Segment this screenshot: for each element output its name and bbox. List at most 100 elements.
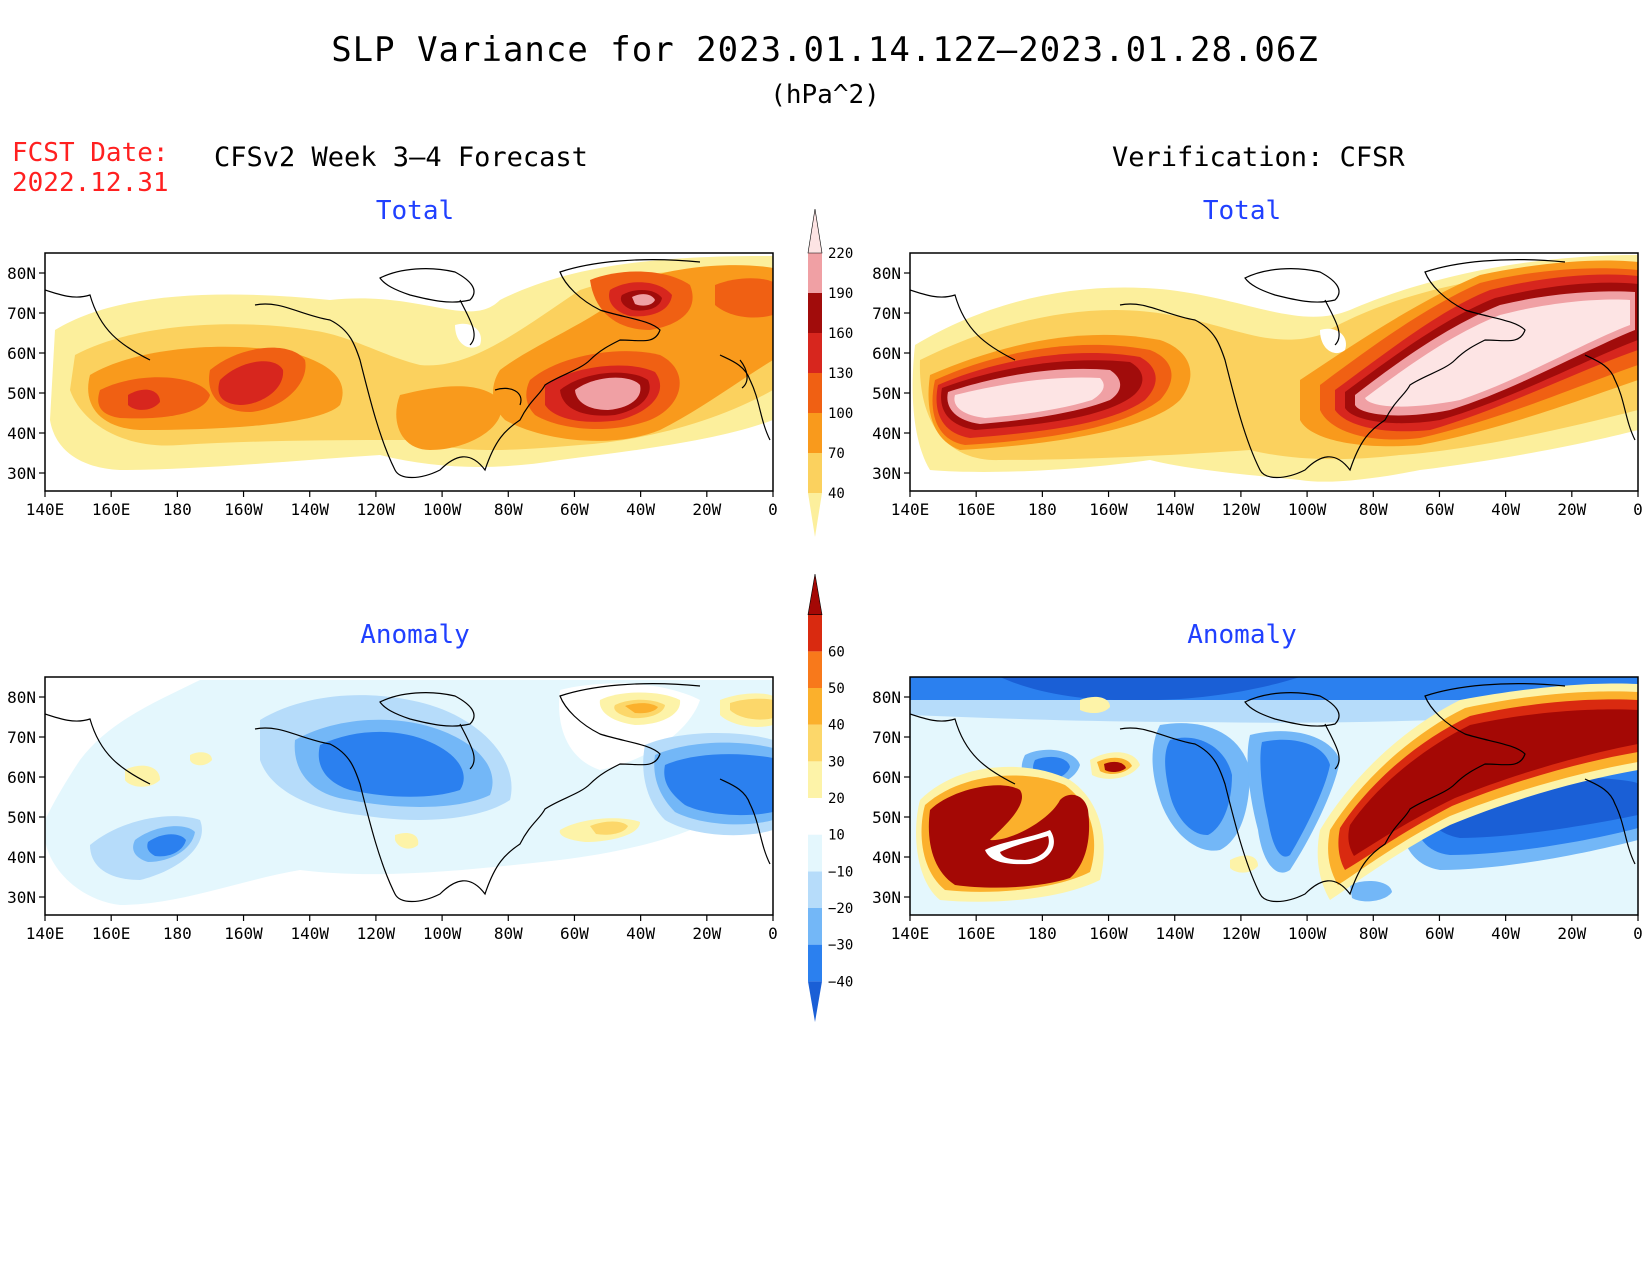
lon-tick-label: 100W [1288, 924, 1327, 943]
lat-tick-label: 40N [872, 424, 901, 443]
colorbar-level-label: 130 [828, 366, 853, 382]
colorbar-level-label: 190 [828, 286, 853, 302]
forecast-anomaly-frame [44, 676, 774, 916]
lon-tick-label: 60W [560, 500, 589, 519]
lon-tick-label: 40W [626, 500, 655, 519]
verification-anomaly-subtitle: Anomaly [1187, 620, 1297, 650]
colorbar-swatch [808, 614, 822, 652]
colorbar-level-label: 40 [828, 486, 845, 502]
lon-tick-label: 160E [92, 924, 131, 943]
main-title: SLP Variance for 2023.01.14.12Z–2023.01.… [331, 30, 1319, 70]
lat-tick-label: 40N [7, 848, 36, 867]
lat-tick-label: 60N [7, 768, 36, 787]
colorbar-swatch [808, 908, 822, 945]
lat-tick-label: 80N [7, 264, 36, 283]
map-axis-labels: 80N 70N 60N 50N 40N 30N 140E 160E 180 160W 140W 120… [7, 264, 1643, 943]
lon-tick-label: 120W [1222, 924, 1261, 943]
lat-tick-label: 70N [7, 728, 36, 747]
lon-tick-label: 100W [1288, 500, 1327, 519]
lat-tick-label: 70N [872, 304, 901, 323]
lat-tick-label: 70N [7, 304, 36, 323]
lat-tick-label: 70N [872, 728, 901, 747]
lat-tick-label: 80N [872, 688, 901, 707]
verification-anomaly-frame [909, 676, 1639, 916]
verification-total-frame [909, 252, 1639, 492]
lat-tick-label: 40N [7, 424, 36, 443]
lon-tick-label: 160E [957, 500, 996, 519]
lat-tick-label: 30N [7, 888, 36, 907]
lon-tick-label: 160W [1089, 924, 1128, 943]
colorbar-swatch [807, 208, 823, 254]
lon-tick-label: 180 [163, 500, 192, 519]
lon-tick-label: 80W [494, 924, 523, 943]
lon-tick-label: 140W [290, 924, 329, 943]
lon-tick-label: 120W [1222, 500, 1261, 519]
lon-tick-label: 60W [1425, 500, 1454, 519]
lon-tick-label: 160W [1089, 500, 1128, 519]
lon-tick-label: 160W [224, 924, 263, 943]
forecast-total-subtitle: Total [375, 196, 455, 226]
lat-tick-label: 30N [872, 888, 901, 907]
lon-tick-label: 40W [1491, 924, 1520, 943]
lat-tick-label: 50N [7, 808, 36, 827]
lon-tick-label: 160W [224, 500, 263, 519]
colorbar-level-label: 40 [828, 718, 845, 734]
colorbar-level-label: −10 [828, 864, 853, 880]
lon-tick-label: 80W [1359, 500, 1388, 519]
colorbar-swatch [808, 761, 822, 798]
colorbar-level-label: −20 [828, 901, 853, 917]
lon-tick-label: 20W [692, 500, 721, 519]
lon-tick-label: 20W [1557, 924, 1586, 943]
lat-tick-label: 50N [7, 384, 36, 403]
lat-tick-label: 60N [7, 344, 36, 363]
forecast-anomaly-coastlines [45, 683, 771, 903]
units-label: (hPa^2) [770, 80, 880, 110]
verification-total-map [910, 253, 1638, 491]
colorbar-swatch [808, 724, 822, 762]
lon-tick-label: 60W [1425, 924, 1454, 943]
forecast-date-label: FCST Date: [12, 138, 169, 168]
colorbar-level-label: 100 [828, 406, 853, 422]
verification-anomaly-coastlines [910, 683, 1636, 903]
lon-tick-label: 40W [1491, 500, 1520, 519]
lat-tick-label: 60N [872, 344, 901, 363]
colorbar-swatch [808, 944, 822, 982]
colorbar-swatch [808, 688, 822, 725]
lat-tick-label: 50N [872, 808, 901, 827]
colorbar-swatch [808, 981, 822, 1022]
verification-anomaly-map [910, 677, 1638, 915]
colorbar-swatch [808, 493, 822, 537]
colorbar-swatch [808, 333, 822, 373]
total-colorbar: 40 70 100 130 160 190 220 [807, 208, 853, 537]
colorbar-swatch [808, 651, 822, 688]
lon-tick-label: 140W [1155, 924, 1194, 943]
lon-tick-label: 120W [357, 924, 396, 943]
colorbar-level-label: −30 [828, 938, 853, 954]
forecast-anomaly-subtitle: Anomaly [360, 620, 470, 650]
lon-tick-label: 180 [163, 924, 192, 943]
colorbar-level-label: 70 [828, 446, 845, 462]
lon-tick-label: 140E [26, 500, 65, 519]
lat-tick-label: 40N [872, 848, 901, 867]
lon-tick-label: 40W [626, 924, 655, 943]
colorbar-swatch [808, 834, 822, 872]
lon-tick-label: 20W [692, 924, 721, 943]
lon-tick-label: 20W [1557, 500, 1586, 519]
lon-tick-label: 0 [1633, 500, 1643, 519]
colorbar-level-label: 10 [828, 828, 845, 844]
lat-tick-label: 80N [872, 264, 901, 283]
colorbar-swatch [808, 373, 822, 413]
lon-tick-label: 180 [1028, 924, 1057, 943]
lon-tick-label: 120W [357, 500, 396, 519]
colorbar-level-label: 60 [828, 644, 845, 660]
left-column-title: CFSv2 Week 3–4 Forecast [214, 142, 588, 173]
colorbar-swatch [808, 453, 822, 493]
colorbar-swatch [808, 871, 822, 908]
lon-tick-label: 100W [423, 924, 462, 943]
colorbar-level-label: 50 [828, 681, 845, 697]
lon-tick-label: 140W [1155, 500, 1194, 519]
colorbar-swatch [808, 798, 822, 835]
colorbar-swatch [808, 253, 822, 293]
lon-tick-label: 140W [290, 500, 329, 519]
